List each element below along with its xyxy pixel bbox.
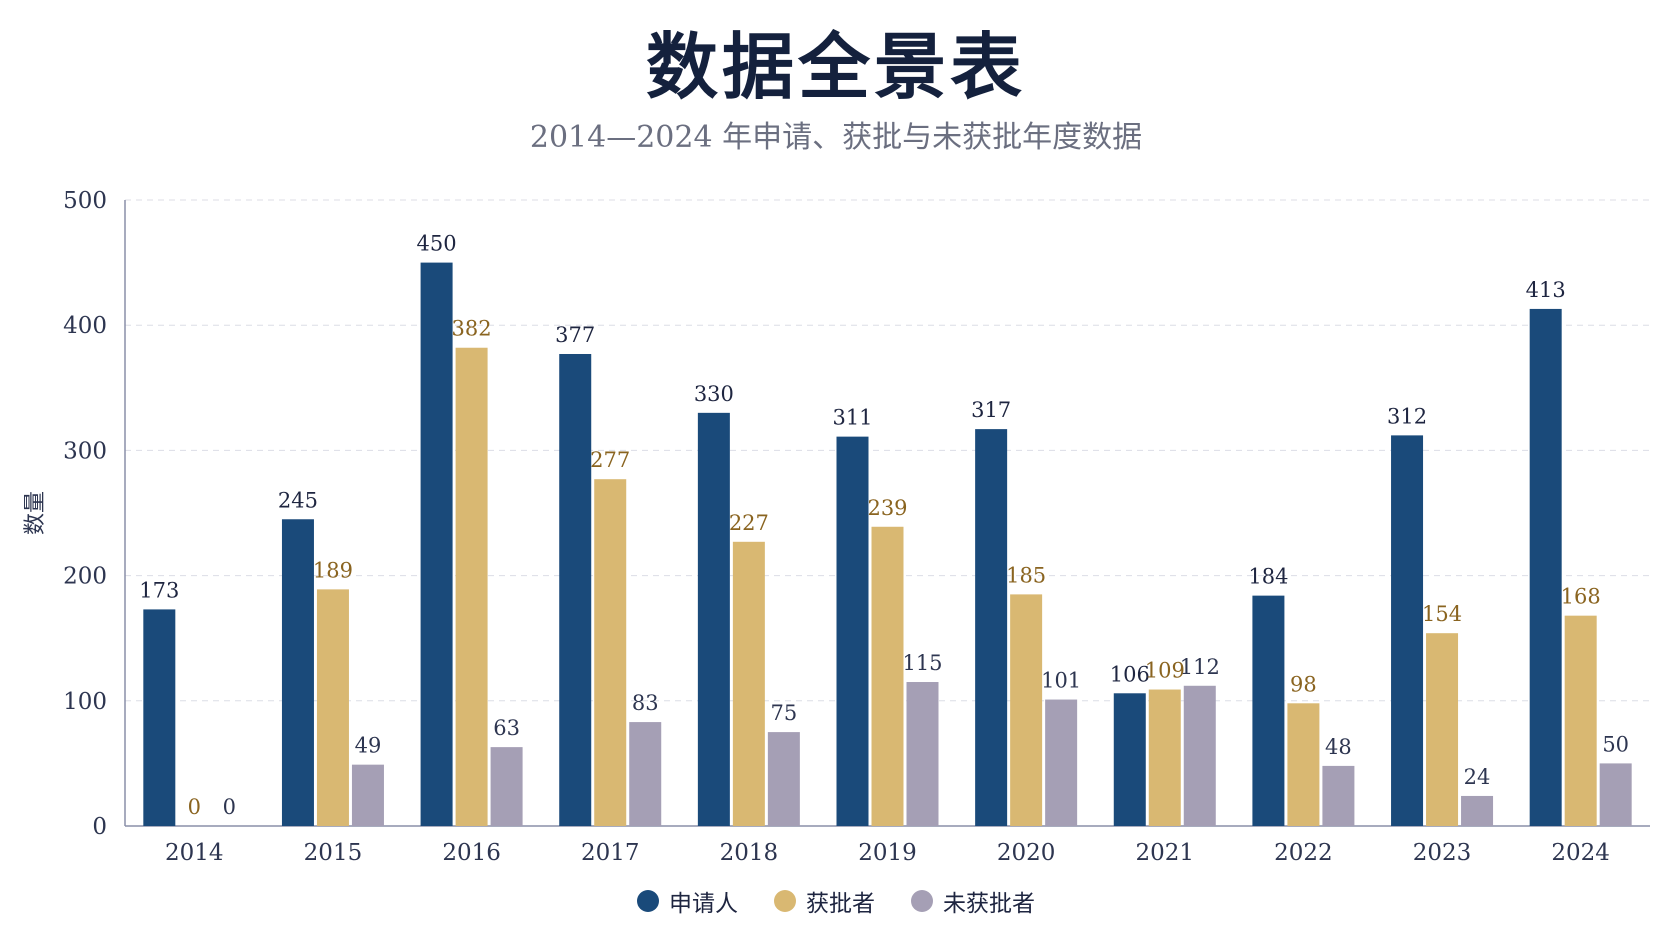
data-label: 185: [1006, 563, 1046, 587]
bar-获批者-2021: [1148, 689, 1181, 826]
bar-layer: [143, 262, 1632, 827]
data-label: 413: [1526, 278, 1566, 302]
x-tick-label: 2018: [720, 840, 779, 866]
bar-获批者-2018: [732, 541, 765, 826]
y-tick-label: 400: [63, 313, 107, 339]
data-label: 63: [493, 716, 520, 740]
data-label: 227: [729, 511, 769, 535]
data-label: 112: [1180, 655, 1220, 679]
data-label: 277: [590, 448, 630, 472]
x-tick-label: 2014: [165, 840, 224, 866]
y-tick-label: 0: [92, 814, 107, 840]
bar-获批者-2019: [871, 526, 904, 826]
data-label: 48: [1325, 735, 1352, 759]
bar-申请人-2024: [1529, 308, 1562, 826]
x-tick-label: 2022: [1274, 840, 1333, 866]
data-label: 101: [1041, 669, 1081, 693]
data-label: 50: [1602, 732, 1629, 756]
x-tick-label: 2016: [442, 840, 501, 866]
bar-未获批者-2021: [1183, 685, 1216, 826]
data-label: 173: [139, 578, 179, 602]
legend-label: 获批者: [806, 891, 875, 917]
x-tick-label: 2015: [304, 840, 363, 866]
bar-获批者-2020: [1010, 594, 1043, 826]
bar-未获批者-2015: [351, 764, 384, 826]
data-label: 382: [452, 317, 492, 341]
bar-申请人-2017: [559, 353, 592, 826]
chart-title: 数据全景表: [645, 24, 1026, 109]
data-label: 154: [1422, 602, 1462, 626]
bar-申请人-2014: [143, 609, 176, 826]
legend-swatch: [637, 890, 659, 912]
legend-item: 获批者: [774, 884, 875, 918]
bar-获批者-2023: [1426, 633, 1459, 826]
data-label: 245: [278, 488, 318, 512]
bar-获批者-2017: [594, 479, 627, 826]
y-tick-label: 500: [63, 188, 107, 214]
bar-获批者-2024: [1564, 615, 1597, 826]
bar-获批者-2016: [455, 347, 488, 826]
y-axis-label: 数量: [23, 491, 48, 535]
legend-swatch: [911, 890, 933, 912]
label-layer: 173 0 0 245 189 49 450 382 63 377 277 83 330 227 75 311…: [139, 232, 1629, 819]
bar-申请人-2020: [975, 429, 1008, 826]
legend-swatch: [774, 890, 796, 912]
data-label: 106: [1110, 662, 1150, 686]
bar-未获批者-2019: [906, 682, 939, 826]
bar-未获批者-2023: [1461, 795, 1494, 826]
data-label: 317: [971, 398, 1011, 422]
bar-获批者-2022: [1287, 703, 1320, 826]
data-label: 0: [223, 795, 236, 819]
bar-未获批者-2020: [1045, 699, 1078, 826]
bar-未获批者-2018: [767, 732, 800, 826]
data-label: 450: [417, 232, 457, 256]
bar-申请人-2018: [697, 412, 730, 826]
data-label: 49: [355, 734, 382, 758]
y-tick-label: 200: [63, 564, 107, 590]
chart-subtitle: 2014—2024 年申请、获批与未获批年度数据: [529, 120, 1143, 155]
data-label: 75: [770, 701, 797, 725]
data-label: 311: [832, 406, 872, 430]
legend-label: 申请人: [669, 891, 738, 917]
legend-item: 未获批者: [911, 884, 1035, 918]
data-label: 168: [1561, 585, 1601, 609]
bar-申请人-2019: [836, 436, 869, 826]
bar-申请人-2022: [1252, 595, 1285, 826]
x-tick-label: 2024: [1551, 840, 1610, 866]
bar-申请人-2021: [1113, 693, 1146, 826]
chart-legend: 申请人 获批者 未获批者: [0, 884, 1672, 918]
legend-label: 未获批者: [943, 891, 1035, 917]
x-tick-label: 2020: [997, 840, 1056, 866]
bar-未获批者-2017: [629, 722, 662, 826]
legend-item: 申请人: [637, 884, 738, 918]
x-tick-label: 2017: [581, 840, 640, 866]
data-label: 377: [555, 323, 595, 347]
bar-申请人-2015: [281, 519, 314, 826]
y-tick-label: 300: [63, 438, 107, 464]
data-label: 24: [1464, 765, 1491, 789]
data-label: 115: [902, 651, 942, 675]
bar-获批者-2015: [316, 589, 349, 826]
data-label: 330: [694, 382, 734, 406]
y-tick-label: 100: [63, 689, 107, 715]
data-label: 98: [1290, 672, 1317, 696]
bar-申请人-2016: [420, 262, 453, 827]
data-label: 239: [867, 496, 907, 520]
x-tick-label: 2023: [1413, 840, 1472, 866]
data-label: 109: [1145, 659, 1185, 683]
bar-未获批者-2016: [490, 747, 523, 826]
x-tick-label: 2019: [858, 840, 917, 866]
bar-申请人-2023: [1391, 435, 1424, 826]
data-label: 83: [632, 691, 659, 715]
bar-未获批者-2024: [1599, 763, 1632, 826]
x-tick-label: 2021: [1135, 840, 1194, 866]
data-label: 312: [1387, 404, 1427, 428]
data-label: 0: [188, 795, 201, 819]
data-label: 184: [1248, 565, 1288, 589]
data-label: 189: [313, 558, 353, 582]
bar-未获批者-2022: [1322, 765, 1355, 826]
